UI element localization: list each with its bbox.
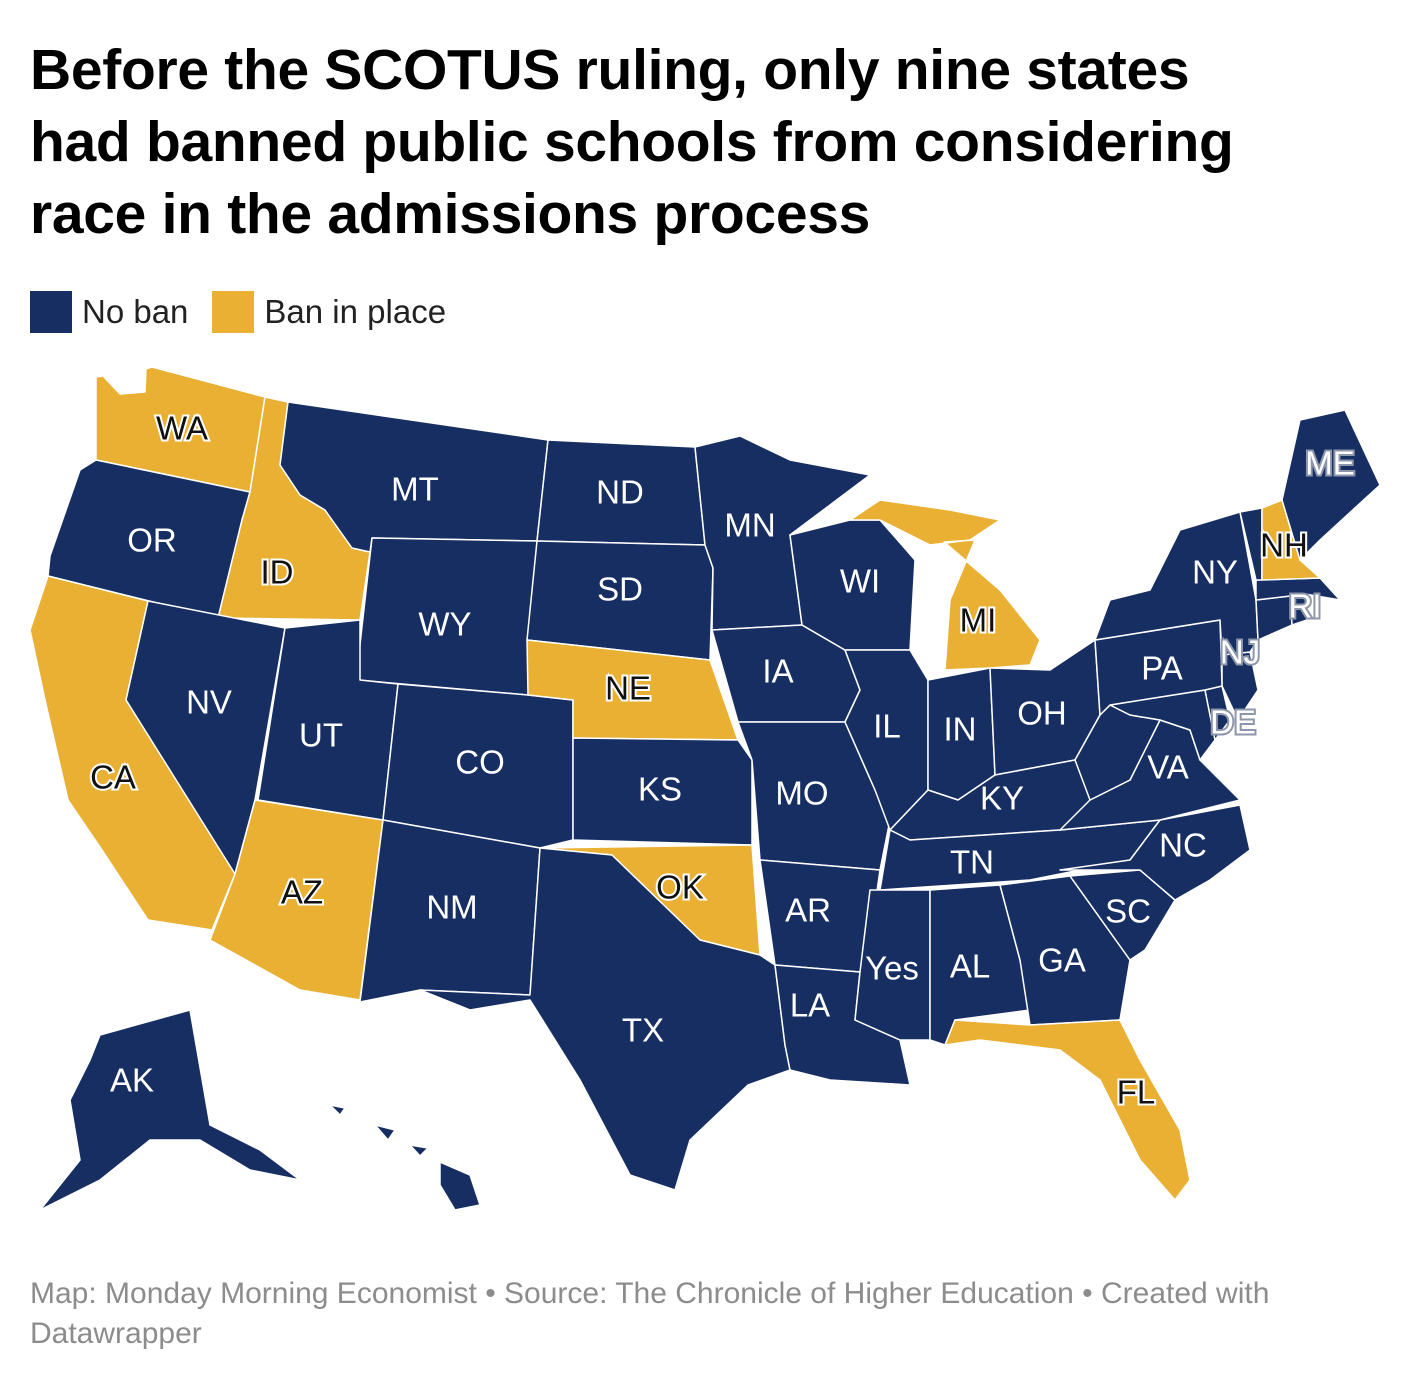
state-label-wi: WI — [840, 563, 880, 600]
state-label-me: ME — [1305, 445, 1355, 482]
state-label-mn: MN — [724, 507, 775, 544]
state-label-ok: OK — [656, 869, 704, 906]
state-label-in: IN — [944, 711, 977, 748]
state-label-nd: ND — [596, 474, 644, 511]
state-label-ca: CA — [90, 759, 136, 796]
state-label-or: OR — [127, 522, 177, 559]
state-ks[interactable] — [572, 737, 753, 846]
legend: No ban Ban in place — [30, 290, 470, 334]
state-label-co: CO — [455, 744, 505, 781]
state-label-sd: SD — [597, 571, 643, 608]
state-label-wa: WA — [156, 410, 208, 447]
title-line-3: race in the admissions process — [30, 182, 871, 246]
state-label-wy: WY — [418, 606, 471, 643]
state-label-ar: AR — [785, 892, 831, 929]
state-label-tn: TN — [950, 844, 994, 881]
legend-label-no-ban: No ban — [82, 293, 189, 330]
state-label-nj: NJ — [1220, 634, 1260, 671]
state-label-la: LA — [790, 987, 830, 1024]
state-sd[interactable] — [526, 540, 714, 661]
state-label-nh: NH — [1260, 527, 1308, 564]
state-label-va: VA — [1147, 749, 1189, 786]
chart-title: Before the SCOTUS ruling, only nine stat… — [30, 34, 1380, 250]
state-label-mi: MI — [960, 602, 997, 639]
legend-swatch-no-ban — [30, 291, 72, 333]
state-label-ri: RI — [1289, 588, 1322, 625]
state-label-ks: KS — [638, 771, 682, 808]
state-label-mt: MT — [391, 471, 439, 508]
state-sc[interactable] — [1069, 869, 1176, 961]
state-hi[interactable] — [329, 1104, 481, 1211]
state-label-ny: NY — [1192, 554, 1238, 591]
state-label-il: IL — [873, 708, 901, 745]
state-ak[interactable] — [39, 1009, 301, 1211]
legend-label-ban: Ban in place — [264, 293, 447, 330]
state-label-nv: NV — [186, 684, 232, 721]
state-label-ne: NE — [605, 670, 651, 707]
state-label-ut: UT — [299, 717, 343, 754]
state-label-az: AZ — [281, 874, 323, 911]
state-label-ga: GA — [1038, 942, 1086, 979]
title-line-1: Before the SCOTUS ruling, only nine stat… — [30, 38, 1190, 102]
state-nh[interactable] — [1261, 499, 1321, 581]
state-label-ky: KY — [980, 780, 1024, 817]
footer-credit: Map: Monday Morning Economist • Source: … — [30, 1277, 1270, 1350]
title-line-2: had banned public schools from consideri… — [30, 110, 1234, 174]
state-label-sc: SC — [1105, 893, 1151, 930]
state-fl[interactable] — [944, 1019, 1191, 1201]
state-label-fl: FL — [1117, 1074, 1156, 1111]
state-label-ak: AK — [110, 1062, 154, 1099]
state-label-oh: OH — [1017, 695, 1067, 732]
state-label-id: ID — [261, 554, 294, 591]
state-label-al: AL — [950, 948, 990, 985]
state-label-ms: Yes — [865, 950, 919, 987]
state-label-nm: NM — [426, 889, 477, 926]
state-label-de: DE — [1210, 704, 1256, 741]
state-label-tx: TX — [622, 1012, 664, 1049]
state-label-nc: NC — [1159, 827, 1207, 864]
state-shapes — [29, 366, 1381, 1211]
state-nc[interactable] — [1059, 804, 1251, 901]
state-labels: WA OR CA ID NV MT WY UT AZ CO NM ND SD NE KS OK TX MN IA MO… — [88, 408, 1357, 1113]
state-tx[interactable] — [419, 847, 791, 1191]
state-label-mo: MO — [775, 775, 828, 812]
state-label-pa: PA — [1141, 650, 1183, 687]
state-label-ia: IA — [762, 653, 793, 690]
legend-item-no-ban: No ban — [30, 291, 188, 333]
legend-swatch-ban — [212, 291, 255, 333]
state-me[interactable] — [1281, 409, 1381, 561]
legend-item-ban: Ban in place — [212, 291, 446, 333]
us-map: WA OR CA ID NV MT WY UT AZ CO NM ND SD NE KS OK TX MN IA MO… — [29, 366, 1381, 1211]
state-ct[interactable] — [1255, 595, 1293, 641]
